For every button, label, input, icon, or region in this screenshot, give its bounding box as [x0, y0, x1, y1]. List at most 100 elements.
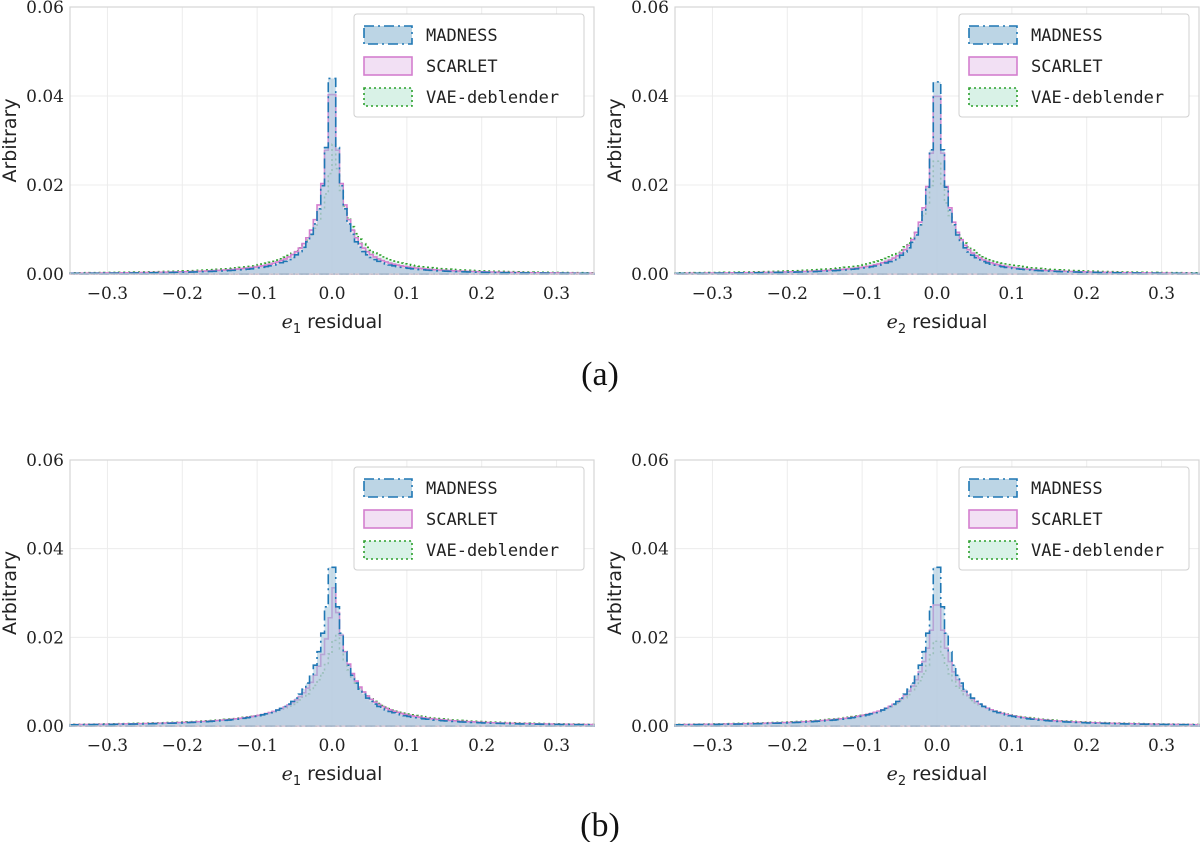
x-tick-label: 0.1 — [998, 736, 1025, 756]
legend-swatch-madness — [968, 25, 1018, 45]
panel-label-b: (b) — [580, 807, 620, 842]
legend-swatch-madness — [363, 25, 413, 45]
legend: MADNESS SCARLET VAE-deblender — [353, 466, 585, 571]
x-tick-label: −0.3 — [692, 284, 733, 304]
legend-label-scarlet: SCARLET — [1031, 57, 1103, 77]
chart-4: 0.00 0.02 0.04 0.06 −0.3 −0.2 −0.1 0.0 0.1 0.2 0.3… — [604, 451, 1200, 789]
y-axis-label: Arbitrary — [0, 98, 21, 182]
legend-swatch-scarlet — [363, 509, 413, 529]
y-tick-label: 0.06 — [26, 0, 64, 18]
axes-frame — [674, 459, 1200, 727]
legend-label-vae-deblender: VAE-deblender — [426, 541, 559, 561]
x-tick-label: 0.1 — [998, 284, 1025, 304]
x-tick-label: 0.2 — [1073, 284, 1100, 304]
x-tick-label: −0.1 — [841, 284, 882, 304]
legend-label-madness: MADNESS — [1031, 26, 1103, 46]
axes-frame — [69, 6, 595, 275]
y-tick-label: 0.00 — [631, 265, 669, 285]
x-tick-label: 0.0 — [318, 736, 345, 756]
x-axis-label: e2 residual — [887, 763, 988, 789]
legend-label-scarlet: SCARLET — [426, 510, 498, 530]
y-tick-label: 0.04 — [26, 540, 64, 560]
legend-label-scarlet: SCARLET — [1031, 510, 1103, 530]
legend-swatch-vae-deblender — [363, 540, 413, 560]
x-tick-label: 0.2 — [468, 284, 495, 304]
chart-2: 0.00 0.02 0.04 0.06 −0.3 −0.2 −0.1 0.0 0.1 0.2 0.3… — [604, 0, 1200, 337]
legend-swatch-vae-deblender — [968, 540, 1018, 560]
x-tick-label: 0.2 — [1073, 736, 1100, 756]
y-tick-label: 0.04 — [631, 87, 669, 107]
y-tick-label: 0.00 — [631, 717, 669, 737]
legend-swatch-scarlet — [968, 509, 1018, 529]
x-tick-label: −0.1 — [236, 736, 277, 756]
chart-3: 0.00 0.02 0.04 0.06 −0.3 −0.2 −0.1 0.0 0.1 0.2 0.3… — [0, 451, 595, 789]
legend-label-vae-deblender: VAE-deblender — [426, 88, 559, 108]
y-tick-label: 0.02 — [631, 176, 669, 196]
y-tick-label: 0.00 — [26, 265, 64, 285]
legend: MADNESS SCARLET VAE-deblender — [958, 466, 1190, 571]
x-tick-label: −0.2 — [162, 284, 203, 304]
x-tick-label: 0.0 — [923, 736, 950, 756]
x-tick-label: −0.2 — [162, 736, 203, 756]
x-tick-label: 0.0 — [318, 284, 345, 304]
x-axis-label-subscript: 1 — [293, 322, 301, 337]
legend-label-scarlet: SCARLET — [426, 57, 498, 77]
series-madness-histogram — [69, 77, 595, 275]
x-tick-label: 0.3 — [1148, 736, 1175, 756]
x-axis-label-variable: e — [282, 311, 293, 333]
y-tick-label: 0.06 — [26, 451, 64, 471]
x-axis-label-subscript: 1 — [293, 774, 301, 789]
series-madness-histogram — [674, 81, 1200, 275]
legend-swatch-madness — [363, 478, 413, 498]
y-tick-label: 0.04 — [26, 87, 64, 107]
legend-label-vae-deblender: VAE-deblender — [1031, 541, 1164, 561]
x-axis-label-variable: e — [887, 763, 898, 785]
x-tick-label: 0.0 — [923, 284, 950, 304]
x-axis-label-text: residual — [906, 763, 987, 785]
x-tick-label: −0.3 — [692, 736, 733, 756]
x-tick-label: 0.3 — [543, 284, 570, 304]
y-tick-label: 0.02 — [631, 628, 669, 648]
x-tick-label: 0.1 — [393, 736, 420, 756]
x-tick-label: −0.3 — [87, 736, 128, 756]
x-tick-label: −0.3 — [87, 284, 128, 304]
y-tick-label: 0.00 — [26, 717, 64, 737]
chart-1: 0.00 0.02 0.04 0.06 −0.3 −0.2 −0.1 0.0 0.1 0.2 0.3… — [0, 0, 595, 337]
x-axis-label: e2 residual — [887, 311, 988, 337]
y-tick-label: 0.06 — [631, 0, 669, 18]
x-tick-label: 0.3 — [1148, 284, 1175, 304]
y-tick-label: 0.06 — [631, 451, 669, 471]
legend-label-madness: MADNESS — [426, 26, 498, 46]
x-axis-label-subscript: 2 — [898, 774, 906, 789]
x-axis-label-variable: e — [887, 311, 898, 333]
x-tick-label: −0.1 — [841, 736, 882, 756]
x-axis-label-text: residual — [301, 311, 382, 333]
legend-swatch-vae-deblender — [968, 87, 1018, 107]
legend: MADNESS SCARLET VAE-deblender — [353, 13, 585, 118]
legend-swatch-scarlet — [968, 56, 1018, 76]
y-axis-label: Arbitrary — [604, 98, 626, 182]
x-tick-label: 0.1 — [393, 284, 420, 304]
y-tick-label: 0.02 — [26, 176, 64, 196]
x-tick-label: 0.3 — [543, 736, 570, 756]
x-tick-label: −0.1 — [236, 284, 277, 304]
legend-swatch-madness — [968, 478, 1018, 498]
x-tick-label: −0.2 — [767, 284, 808, 304]
x-axis-label-subscript: 2 — [898, 322, 906, 337]
x-tick-label: −0.2 — [767, 736, 808, 756]
y-tick-label: 0.02 — [26, 628, 64, 648]
x-axis-label: e1 residual — [282, 763, 383, 789]
legend-label-madness: MADNESS — [1031, 479, 1103, 499]
legend-swatch-vae-deblender — [363, 87, 413, 107]
series-madness-histogram — [674, 566, 1200, 727]
x-axis-label-variable: e — [282, 763, 293, 785]
x-tick-label: 0.2 — [468, 736, 495, 756]
axes-frame — [674, 6, 1200, 275]
y-axis-label: Arbitrary — [604, 551, 626, 635]
legend-swatch-scarlet — [363, 56, 413, 76]
axes-frame — [69, 459, 595, 727]
x-axis-label: e1 residual — [282, 311, 383, 337]
legend-label-vae-deblender: VAE-deblender — [1031, 88, 1164, 108]
